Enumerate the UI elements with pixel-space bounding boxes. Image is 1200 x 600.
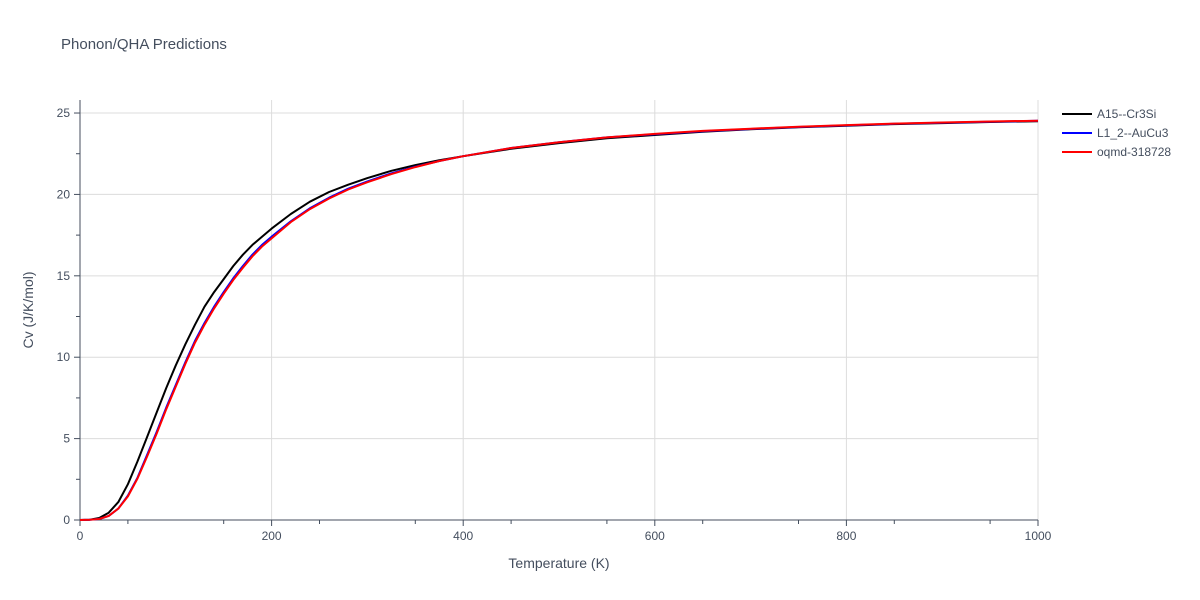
legend: A15--Cr3Si L1_2--AuCu3 oqmd-318728 [1062, 104, 1171, 161]
y-tick-label: 25 [57, 106, 71, 120]
legend-label-oqmd-318728: oqmd-318728 [1097, 144, 1172, 159]
y-axis-title: Cv (J/K/mol) [20, 272, 36, 349]
x-tick-label: 400 [453, 529, 473, 543]
x-tick-label: 0 [77, 529, 84, 543]
series-line-l1-2-aucu3 [79, 119, 1039, 521]
series-layer [79, 119, 1039, 521]
series-line-a15-cr3si [79, 120, 1039, 521]
legend-item-a15-cr3si[interactable]: A15--Cr3Si [1062, 104, 1171, 123]
y-tick-label: 0 [63, 513, 70, 527]
axis-layer: 0 200 400 600 800 1000 0 5 10 15 20 25 [57, 100, 1052, 543]
y-tick-label: 10 [57, 350, 71, 364]
y-tick-label: 15 [57, 269, 71, 283]
y-tick-label: 20 [57, 187, 71, 201]
x-tick-label: 200 [262, 529, 282, 543]
x-axis-title: Temperature (K) [508, 555, 609, 571]
legend-item-oqmd-318728[interactable]: oqmd-318728 [1062, 142, 1171, 161]
legend-item-l1-2-aucu3[interactable]: L1_2--AuCu3 [1062, 123, 1171, 142]
legend-swatch-oqmd-318728 [1062, 150, 1092, 153]
legend-swatch-l1-2-aucu3 [1062, 131, 1092, 134]
legend-swatch-a15-cr3si [1062, 112, 1092, 115]
grid-layer [80, 100, 1039, 520]
x-tick-label: 600 [645, 529, 665, 543]
x-tick-label: 800 [836, 529, 856, 543]
chart-title: Phonon/QHA Predictions [61, 36, 227, 53]
legend-label-a15-cr3si: A15--Cr3Si [1097, 106, 1157, 121]
series-line-oqmd-318728 [79, 119, 1039, 521]
legend-label-l1-2-aucu3: L1_2--AuCu3 [1097, 125, 1169, 140]
y-tick-label: 5 [63, 432, 70, 446]
x-tick-label: 1000 [1025, 529, 1052, 543]
